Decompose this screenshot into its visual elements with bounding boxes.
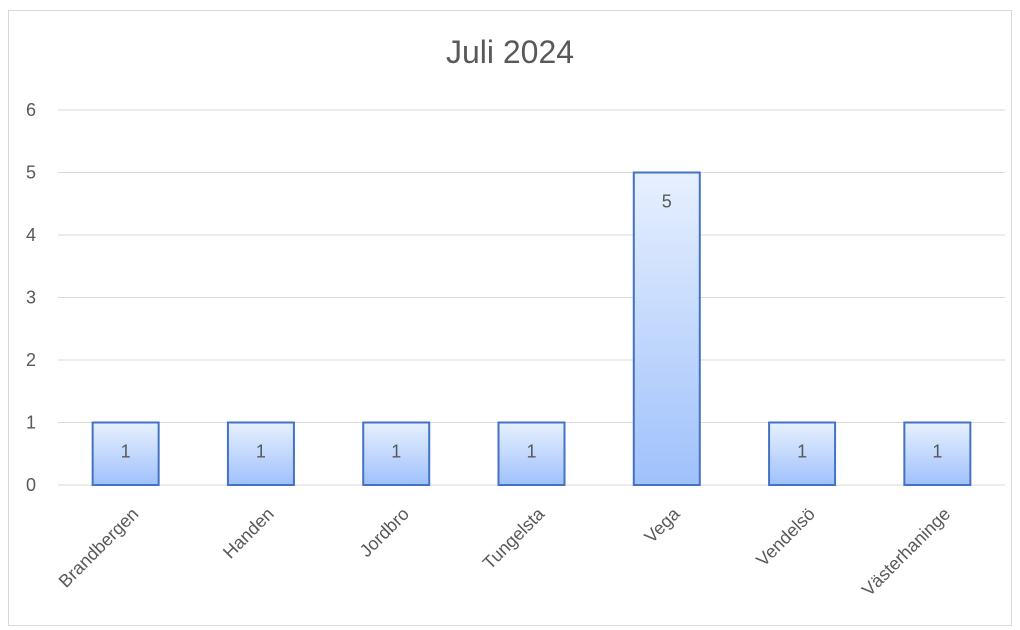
data-label: 5 [662,192,672,212]
bars [93,173,971,486]
data-label: 1 [121,442,131,462]
data-label: 1 [932,442,942,462]
x-axis-categories: Brandbergen Handen Jordbro Tungelsta Vega Ven… [55,503,954,600]
data-label: 1 [256,442,266,462]
category-label: Handen [219,504,278,563]
category-label: Vendelsö [752,504,819,571]
y-tick-label: 2 [26,350,36,370]
y-tick-label: 5 [26,163,36,183]
data-label: 1 [526,442,536,462]
y-axis-ticks: 0 1 2 3 4 5 6 [26,100,36,495]
category-label: Jordbro [356,504,413,561]
category-label: Vega [640,503,684,547]
data-label: 1 [391,442,401,462]
y-tick-label: 6 [26,100,36,120]
y-tick-label: 1 [26,413,36,433]
y-tick-label: 3 [26,288,36,308]
data-label: 1 [797,442,807,462]
data-labels: 1 1 1 1 5 1 1 [121,192,943,462]
y-tick-label: 4 [26,225,36,245]
category-label: Brandbergen [55,504,143,592]
category-label: Västerhaninge [858,504,954,600]
bar [634,173,700,486]
category-label: Tungelsta [479,503,549,573]
y-tick-label: 0 [26,475,36,495]
